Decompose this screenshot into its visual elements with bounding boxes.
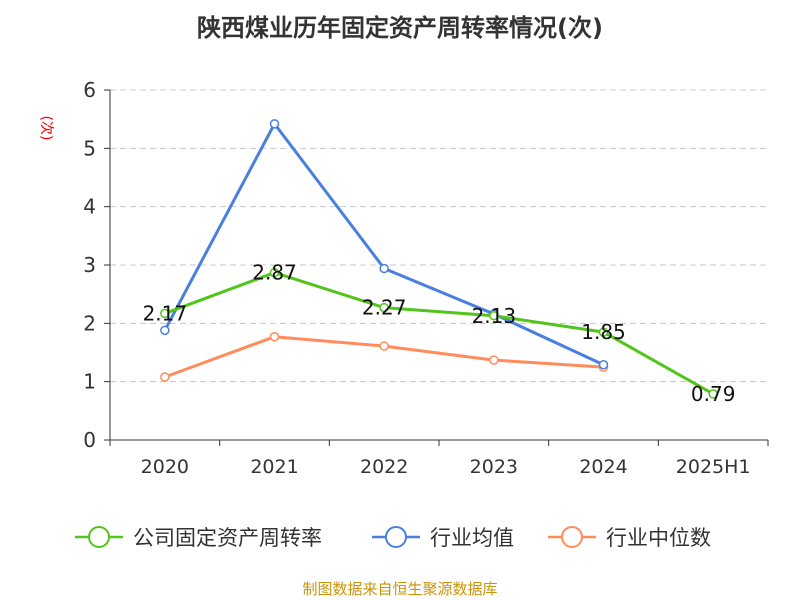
data-label: 0.79 bbox=[691, 382, 736, 406]
data-point bbox=[379, 341, 389, 351]
source-note: 制图数据来自恒生聚源数据库 bbox=[302, 580, 498, 598]
y-tick-label: 6 bbox=[83, 78, 96, 102]
x-tick-label: 2025H1 bbox=[676, 456, 751, 478]
legend-label: 行业中位数 bbox=[606, 526, 711, 550]
data-label: 2.27 bbox=[362, 296, 407, 320]
legend-label: 公司固定资产周转率 bbox=[133, 526, 322, 550]
legend-label: 行业均值 bbox=[430, 526, 514, 550]
data-point bbox=[598, 327, 609, 337]
data-point bbox=[379, 263, 389, 274]
data-point bbox=[708, 389, 718, 399]
legend-marker bbox=[88, 526, 110, 548]
data-point bbox=[489, 311, 499, 321]
x-tick-label: 2020 bbox=[141, 456, 189, 478]
y-tick-label: 4 bbox=[83, 195, 96, 219]
data-label: 2.87 bbox=[252, 261, 297, 285]
data-point bbox=[489, 355, 499, 365]
x-tick-label: 2024 bbox=[579, 456, 627, 478]
y-tick-label: 5 bbox=[83, 136, 96, 160]
y-axis-label: (次) bbox=[38, 116, 54, 141]
data-label: 2.17 bbox=[143, 301, 188, 325]
y-tick-label: 1 bbox=[83, 370, 96, 394]
data-point bbox=[160, 372, 170, 382]
data-point bbox=[269, 267, 280, 278]
data-point bbox=[160, 325, 170, 336]
chart-title: 陕西煤业历年固定资产周转率情况(次) bbox=[197, 14, 603, 42]
x-tick-label: 2023 bbox=[470, 456, 518, 478]
series-line-0 bbox=[164, 270, 714, 396]
data-point bbox=[160, 308, 170, 319]
legend-marker bbox=[385, 526, 407, 548]
data-label: 1.85 bbox=[581, 320, 626, 344]
y-tick-label: 3 bbox=[83, 253, 96, 277]
series-line-1 bbox=[163, 121, 605, 367]
x-tick-label: 2021 bbox=[250, 456, 298, 478]
data-point bbox=[269, 119, 280, 129]
data-point bbox=[598, 360, 609, 370]
x-tick-label: 2022 bbox=[360, 456, 408, 478]
data-label: 2.13 bbox=[472, 304, 517, 328]
legend-marker bbox=[561, 526, 583, 548]
data-point bbox=[269, 332, 280, 342]
y-tick-label: 0 bbox=[83, 428, 96, 452]
data-point bbox=[379, 302, 389, 313]
y-tick-label: 2 bbox=[83, 311, 96, 335]
